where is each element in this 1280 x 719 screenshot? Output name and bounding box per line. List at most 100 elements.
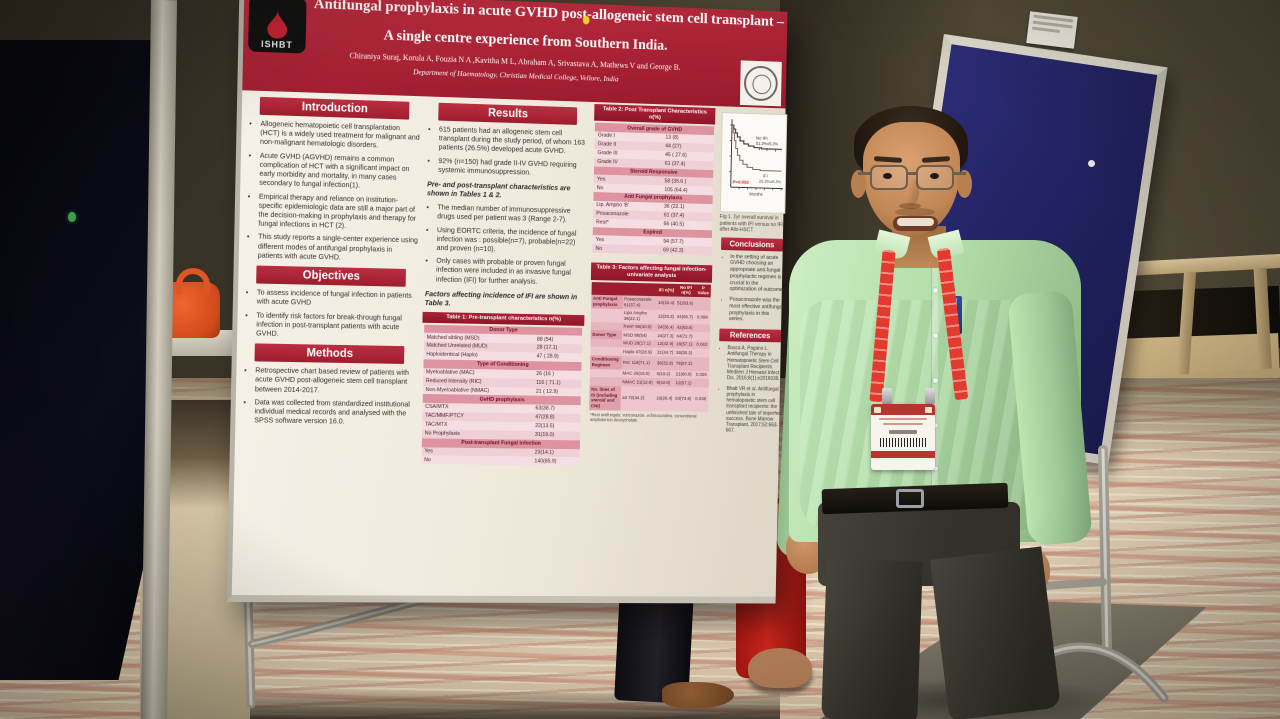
- blood-drop-icon: [267, 10, 289, 39]
- section-header-references: References: [719, 328, 782, 343]
- bullet-item: Busca A, Pagano L. Antifungal Therapy in…: [727, 345, 784, 382]
- bullet-item: Data was collected from standardized ins…: [254, 397, 415, 427]
- table-cell-p: [694, 357, 709, 371]
- table3-title: Table 3: Factors affecting fungal infect…: [590, 262, 713, 283]
- table-cell-value: 140(85.9): [534, 458, 557, 465]
- km-value-no-ifi: 51.2%±5.2%: [756, 141, 779, 147]
- cmc-seal: [739, 60, 782, 107]
- handbag-handle: [176, 268, 210, 294]
- table-cell-p: 0.042: [696, 341, 708, 347]
- bullet-item: Bhatt VR et al. Antifungal prophylaxis i…: [726, 385, 783, 434]
- table-cell-sub: ≥3 72(44.2): [622, 395, 645, 401]
- bullet-item: To assess incidence of fungal infection …: [257, 288, 418, 310]
- table2-title: Table 2: Post Transplant Characteristics…: [594, 103, 716, 125]
- table-cell-p: 0.098: [696, 314, 708, 320]
- bullet-item: Only cases with probable or proven funga…: [436, 256, 586, 287]
- table-cell-sub: RIC 116(71.1): [622, 359, 650, 366]
- bare-foot: [748, 648, 812, 688]
- poster-column-1: Introduction Allogeneic hematopoietic ce…: [238, 92, 421, 587]
- section-header-objectives: Objectives: [256, 265, 406, 287]
- research-poster: ISHBT Antifungal prophylaxis in acute GV…: [226, 0, 788, 604]
- table1-title: Table 1: Pre-transplant characteristics …: [422, 311, 585, 326]
- km-x-axis-label: Months: [749, 192, 763, 197]
- table-cell-ifi: 21(44.7): [657, 349, 674, 355]
- table-cell-no_ifi: 12(57.1): [675, 379, 692, 385]
- bullet-item: In the setting of acute GVHD choosing an…: [730, 254, 786, 294]
- table-cell-label: No: [424, 456, 431, 463]
- bullet-item: Retrospective chart based review of pati…: [255, 366, 416, 396]
- table-cell-p: 0.038: [695, 396, 707, 402]
- references-list: Busca A, Pagano L. Antifungal Therapy in…: [716, 345, 783, 435]
- results-note-table3: Factors affecting incidence of IFI are s…: [424, 289, 578, 308]
- km-p-value: P=0.002: [733, 179, 750, 184]
- table-cell-p: [694, 379, 709, 387]
- table-cell-p: [696, 297, 711, 311]
- table3-footnote: *Rest antifungals: voriconazole, echinoc…: [589, 411, 697, 423]
- km-label-no-ifi: No IFI: [756, 136, 768, 141]
- bullet-item: 92% (n=150) had grade II-IV GVHD requiri…: [438, 156, 587, 178]
- table-cell-sub: Lipo Ampho 36(22.1): [623, 310, 647, 321]
- poster-column-4: No IFI 51.2%±5.2% IFI 26.3%±8.3% P=0.002…: [711, 108, 788, 589]
- yellow-push-pin: [582, 15, 590, 25]
- bullet-item: The median number of immunosuppressive d…: [437, 203, 586, 225]
- figure1-survival-plot: No IFI 51.2%±5.2% IFI 26.3%±8.3% P=0.002…: [719, 112, 788, 214]
- table3-header-p: P Value: [695, 283, 711, 297]
- bullet-item: 615 patients had an allogeneic stem cell…: [439, 125, 589, 157]
- bullet-item: Empirical therapy and reliance on instit…: [258, 191, 419, 232]
- bullet-item: To identify risk factors for break-throu…: [256, 310, 417, 341]
- bullet-item: Allogeneic hematopoietic cell transplant…: [260, 119, 421, 151]
- table-cell-ifi: 12(33.3): [657, 313, 675, 319]
- table-cell-ifi: 19(26.4): [656, 395, 673, 401]
- table-row: No 140(85.9): [421, 455, 580, 467]
- poster-column-2: Results 615 patients had an allogeneic s…: [417, 98, 589, 588]
- table-cell-sub: Posaconazole 61(37.4): [623, 296, 652, 308]
- km-label-ifi: IFI: [763, 174, 768, 179]
- km-curve-chart: No IFI 51.2%±5.2% IFI 26.3%±8.3% P=0.002…: [721, 113, 788, 197]
- table-cell-group: [591, 308, 622, 322]
- table1-pretransplant: Donor Type Matched sibling (MSD) 88 (54) Ma…: [421, 324, 583, 467]
- table-row: No 69 (42.3): [592, 244, 712, 256]
- brown-shoe: [662, 682, 734, 708]
- ishbt-logo: ISHBT: [248, 0, 307, 54]
- bullet-item: This study reports a single-center exper…: [258, 232, 419, 263]
- table-cell-p: [695, 332, 710, 341]
- results-bullets-top: 615 patients had an allogeneic stem cell…: [427, 124, 588, 178]
- table3-univariate: IFI n(%) No IFI n(%) P Value Anti Fungal…: [589, 281, 711, 412]
- left-dark-pinboard: [0, 40, 152, 680]
- table-cell-no_ifi: 21(80.8): [675, 371, 692, 377]
- table2-posttransplant: Overall grade of GVHD Grade I 13 (8) Grade …: [592, 122, 714, 256]
- bullet-item: Acute GVHD (AGVHD) remains a common comp…: [259, 150, 420, 191]
- table-cell-group: Anti Fungal prophylaxis: [591, 294, 623, 309]
- bullet-item: Posaconazole was the most effective anti…: [729, 297, 785, 324]
- km-value-ifi: 26.3%±8.3%: [759, 179, 782, 184]
- methods-bullets: Retrospective chart based review of pati…: [243, 365, 415, 427]
- table-cell-ifi: 5(19.2): [656, 371, 671, 377]
- table-cell-no_ifi: 53(73.6): [675, 396, 692, 402]
- poster-columns: Introduction Allogeneic hematopoietic ce…: [238, 92, 788, 589]
- table-cell-no_ifi: 24(66.7): [676, 313, 694, 320]
- section-header-introduction: Introduction: [259, 96, 410, 120]
- table-cell-p: 0.026: [695, 371, 707, 377]
- table3-header-noifi: No IFI n(%): [675, 283, 697, 297]
- table-cell-p: [695, 324, 710, 333]
- table-cell-value: 69 (42.3): [663, 247, 684, 254]
- table3-header-1: [622, 282, 658, 296]
- wall-shadow: [780, 0, 980, 420]
- section-header-methods: Methods: [254, 343, 405, 365]
- section-header-results: Results: [438, 102, 578, 125]
- table-cell-label: No: [595, 245, 603, 252]
- results-bullets-mid: The median number of immunosuppressive d…: [425, 202, 586, 286]
- conclusions-bullets: In the setting of acute GVHD choosing an…: [719, 253, 786, 324]
- figure1-caption: Fig 1. 2yr overall survival in patients …: [719, 214, 784, 234]
- table-cell-p: [695, 349, 710, 358]
- table-cell-ifi: 12(42.9): [657, 341, 674, 347]
- results-note-tables12: Pre- and post-transplant characteristics…: [426, 179, 571, 200]
- cmc-seal-circle: [743, 65, 779, 102]
- green-push-pin: [68, 212, 76, 222]
- section-header-conclusions: Conclusions: [720, 236, 784, 251]
- table-cell-no_ifi: 78(67.2): [675, 360, 693, 366]
- table-cell-ifi: 10(16.4): [658, 299, 675, 306]
- table-cell-group: Conditioning Regimen: [590, 354, 622, 370]
- poster-column-3: Table 2: Post Transplant Characteristics…: [585, 103, 716, 589]
